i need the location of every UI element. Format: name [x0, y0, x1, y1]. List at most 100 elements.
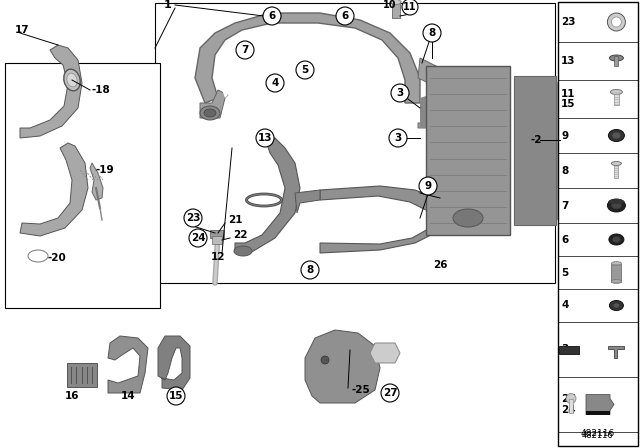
Circle shape: [321, 356, 329, 364]
Text: 3: 3: [561, 345, 568, 354]
Polygon shape: [295, 190, 320, 213]
Text: 27
24: 27 24: [561, 394, 575, 415]
Text: 3: 3: [394, 133, 402, 143]
Polygon shape: [586, 395, 614, 414]
Ellipse shape: [612, 237, 620, 242]
Circle shape: [184, 209, 202, 227]
Text: -18: -18: [92, 85, 111, 95]
Ellipse shape: [64, 69, 80, 91]
Polygon shape: [158, 336, 190, 390]
Ellipse shape: [28, 250, 48, 262]
Bar: [558, 2, 638, 446]
Circle shape: [611, 17, 621, 27]
Ellipse shape: [391, 0, 401, 4]
Text: 9: 9: [424, 181, 431, 191]
Text: 27: 27: [383, 388, 397, 398]
Circle shape: [167, 387, 185, 405]
Polygon shape: [305, 330, 380, 403]
Text: 4: 4: [271, 78, 278, 88]
Text: 3: 3: [396, 88, 404, 98]
Text: 23: 23: [186, 213, 200, 223]
Circle shape: [256, 129, 274, 147]
Ellipse shape: [67, 73, 77, 87]
Circle shape: [301, 261, 319, 279]
Ellipse shape: [609, 301, 623, 310]
Circle shape: [381, 384, 399, 402]
Polygon shape: [90, 163, 103, 200]
Circle shape: [419, 177, 437, 195]
Circle shape: [296, 61, 314, 79]
FancyBboxPatch shape: [426, 66, 510, 235]
Text: 11: 11: [403, 2, 417, 12]
Text: 16: 16: [65, 391, 79, 401]
Text: -19: -19: [96, 165, 115, 175]
Polygon shape: [609, 345, 625, 358]
Text: 1: 1: [164, 0, 172, 10]
Circle shape: [189, 229, 207, 247]
Ellipse shape: [433, 197, 447, 235]
FancyBboxPatch shape: [67, 363, 97, 387]
Circle shape: [389, 129, 407, 147]
Bar: [569, 399, 573, 413]
Circle shape: [391, 84, 409, 102]
Text: 6: 6: [268, 11, 276, 21]
Circle shape: [266, 74, 284, 92]
Ellipse shape: [611, 202, 621, 209]
Circle shape: [263, 7, 281, 25]
Circle shape: [402, 0, 418, 15]
Text: 7: 7: [241, 45, 249, 55]
Ellipse shape: [607, 199, 625, 212]
Ellipse shape: [609, 55, 623, 61]
Text: 15: 15: [169, 391, 183, 401]
Polygon shape: [235, 138, 300, 253]
Text: 6: 6: [561, 234, 568, 245]
Ellipse shape: [611, 280, 621, 284]
FancyBboxPatch shape: [557, 82, 587, 219]
Text: 11
15: 11 15: [561, 89, 575, 109]
Text: 4: 4: [561, 301, 568, 310]
Text: -20: -20: [48, 253, 67, 263]
Circle shape: [423, 24, 441, 42]
Ellipse shape: [612, 132, 621, 139]
Text: 8: 8: [561, 165, 568, 176]
Text: 5: 5: [561, 267, 568, 277]
Bar: [5, 63, 160, 308]
Polygon shape: [420, 93, 435, 128]
Polygon shape: [200, 90, 228, 118]
Bar: [210, 230, 224, 238]
Bar: [614, 163, 618, 177]
Text: 5: 5: [301, 65, 308, 75]
Text: 9: 9: [561, 130, 568, 141]
Polygon shape: [108, 336, 148, 393]
Polygon shape: [20, 45, 82, 138]
Bar: [614, 91, 619, 105]
Bar: [611, 263, 621, 281]
Text: 26: 26: [433, 260, 447, 270]
Text: -25: -25: [352, 385, 371, 395]
Text: 21: 21: [228, 215, 243, 225]
Text: 482116: 482116: [582, 431, 614, 440]
Circle shape: [236, 41, 254, 59]
Ellipse shape: [204, 109, 216, 117]
Text: 6: 6: [341, 11, 349, 21]
Ellipse shape: [613, 303, 620, 308]
Polygon shape: [418, 58, 440, 128]
Ellipse shape: [609, 234, 624, 245]
Text: 23: 23: [561, 17, 575, 27]
Polygon shape: [218, 25, 400, 98]
Bar: [559, 345, 579, 353]
Bar: [155, 3, 555, 283]
Circle shape: [336, 7, 354, 25]
Ellipse shape: [611, 90, 622, 95]
Circle shape: [566, 393, 576, 404]
Polygon shape: [370, 343, 400, 363]
Bar: [392, 2, 400, 18]
Text: 13: 13: [561, 56, 575, 66]
Text: 17: 17: [15, 25, 29, 35]
Text: 12: 12: [211, 252, 225, 262]
Ellipse shape: [609, 129, 625, 142]
Ellipse shape: [609, 199, 625, 204]
Text: 22: 22: [233, 230, 247, 240]
Ellipse shape: [234, 246, 252, 256]
Bar: [586, 410, 610, 414]
